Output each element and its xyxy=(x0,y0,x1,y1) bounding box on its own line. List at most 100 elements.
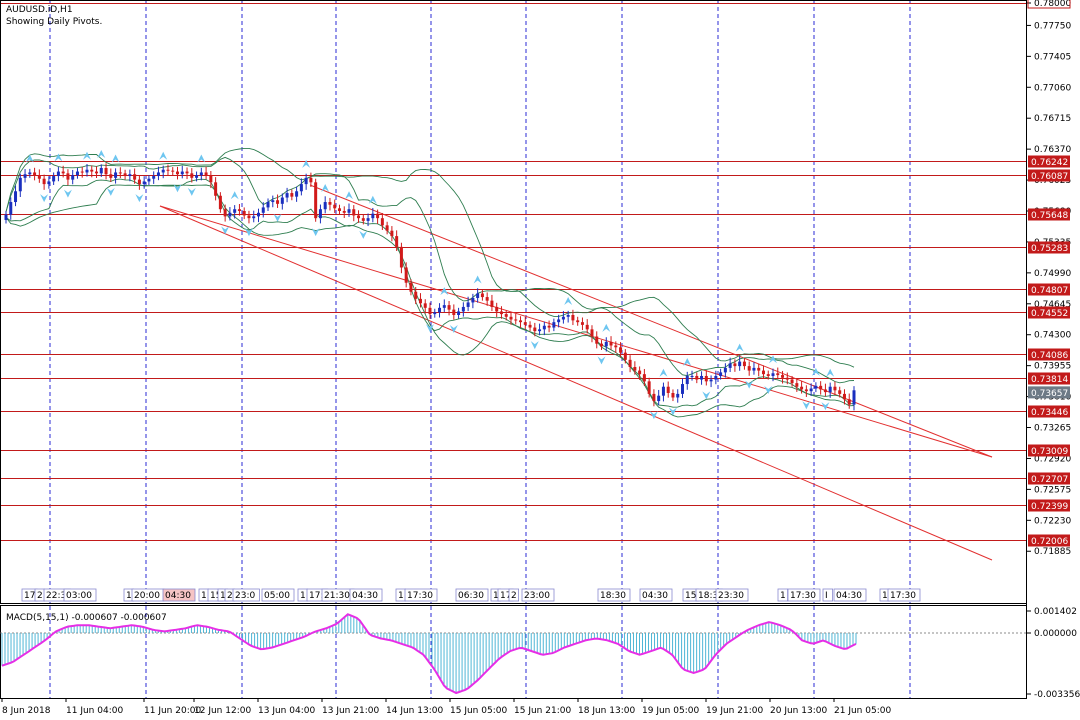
macd-scale-top: 0.001402 xyxy=(1034,607,1077,617)
fractal-down-arrow xyxy=(764,385,773,394)
pivot-label: 0.76087 xyxy=(1031,172,1068,182)
channel-mid-line xyxy=(159,205,993,458)
fractal-up-arrow xyxy=(659,368,668,377)
pivot-label: 0.73814 xyxy=(1031,375,1068,385)
candle-body xyxy=(418,298,422,304)
session-label: 2 xyxy=(511,591,517,601)
candle-body xyxy=(661,386,665,396)
candle-body xyxy=(461,306,465,312)
pivot-tag xyxy=(1028,306,1070,319)
candle-body xyxy=(785,377,789,380)
candle-body xyxy=(509,316,513,320)
fractal-down-arrow xyxy=(802,401,811,410)
pivot-tag xyxy=(1028,241,1070,254)
date-label: 12 Jun 12:00 xyxy=(194,706,251,716)
candle-body xyxy=(75,171,79,176)
candle-body xyxy=(652,393,656,402)
session-label: 18:3 xyxy=(698,591,718,601)
candle-body xyxy=(728,363,732,368)
candle-body xyxy=(147,178,151,182)
candle-body xyxy=(833,386,837,391)
candle-body xyxy=(742,361,746,367)
pivot-tag xyxy=(1028,208,1070,221)
candle-body xyxy=(476,293,480,298)
candle-body xyxy=(23,174,27,178)
candle-body xyxy=(256,212,260,217)
session-label-box xyxy=(597,588,631,602)
candle-body xyxy=(52,176,56,182)
price-tick-label: 0.74300 xyxy=(1034,331,1071,341)
candle-body xyxy=(738,361,742,367)
band-lower xyxy=(5,184,855,418)
session-label: 1 xyxy=(780,591,786,601)
fractal-down-arrow xyxy=(530,341,539,350)
fractal-up-arrow xyxy=(683,357,692,366)
pivot-tag xyxy=(1028,372,1070,385)
candle-body xyxy=(385,225,389,231)
fractal-down-arrow xyxy=(359,230,368,239)
candle-body xyxy=(161,169,165,173)
candle-body xyxy=(776,373,780,376)
session-label: 1 xyxy=(300,591,306,601)
candle-body xyxy=(804,389,808,392)
session-label: 17 xyxy=(24,591,35,601)
session-label: 1 xyxy=(220,591,226,601)
candle-body xyxy=(561,316,565,320)
candle-body xyxy=(766,374,770,376)
candle-body xyxy=(714,375,718,380)
candle-body xyxy=(299,184,303,192)
candle-body xyxy=(190,173,194,178)
candle-body xyxy=(337,208,341,211)
candle-body xyxy=(14,191,18,203)
candle-body xyxy=(185,171,189,174)
candle-body xyxy=(95,171,99,174)
candle-body xyxy=(195,175,199,178)
candle-body xyxy=(228,212,232,217)
pivot-label: 0.74807 xyxy=(1031,286,1068,296)
candle-body xyxy=(280,197,284,204)
candle-body xyxy=(733,363,737,367)
candle-body xyxy=(9,202,13,215)
pivot-label: 0.73446 xyxy=(1031,408,1068,418)
price-tick-label: 0.72575 xyxy=(1034,485,1071,495)
price-tick-label: 0.76370 xyxy=(1034,145,1071,155)
session-label: 17: xyxy=(309,591,323,601)
candle-body xyxy=(209,175,213,183)
channel-upper-line xyxy=(309,184,993,458)
candle-body xyxy=(800,386,804,390)
fractal-down-arrow xyxy=(745,380,754,389)
fractal-down-arrow xyxy=(426,324,434,333)
session-label: 15 xyxy=(685,591,696,601)
pivot-label: 0.72707 xyxy=(1031,475,1068,485)
price-tick-label: 0.76715 xyxy=(1034,114,1071,124)
candle-body xyxy=(323,202,327,210)
candle-body xyxy=(309,177,313,183)
candle-body xyxy=(180,171,184,175)
candle-body xyxy=(761,370,765,375)
price-tick-label: 0.77060 xyxy=(1034,83,1071,93)
candle-body xyxy=(838,390,842,394)
candle-body xyxy=(333,204,337,209)
pivot-tag xyxy=(1028,472,1070,485)
band-upper xyxy=(5,147,855,368)
candle-body xyxy=(176,171,180,175)
channel-lower-line xyxy=(159,205,993,561)
fractal-down-arrow xyxy=(173,184,182,193)
candle-body xyxy=(809,388,813,392)
session-label: 21:30 xyxy=(324,591,350,601)
date-label: 11 Jun 20:00 xyxy=(144,706,201,716)
candle-body xyxy=(47,181,51,185)
current-price-tag: 0.73657 xyxy=(1028,386,1070,399)
session-label: 1 xyxy=(398,591,404,601)
fractal-up-arrow xyxy=(302,159,311,168)
candles xyxy=(4,163,856,411)
date-label: 15 Jun 05:00 xyxy=(450,706,507,716)
candle-body xyxy=(37,175,41,179)
session-label: 23:30 xyxy=(718,591,744,601)
candle-body xyxy=(423,303,427,308)
candle-body xyxy=(533,327,537,332)
candle-body xyxy=(85,169,89,173)
candle-body xyxy=(166,169,170,171)
pivot-tag xyxy=(1028,169,1070,182)
